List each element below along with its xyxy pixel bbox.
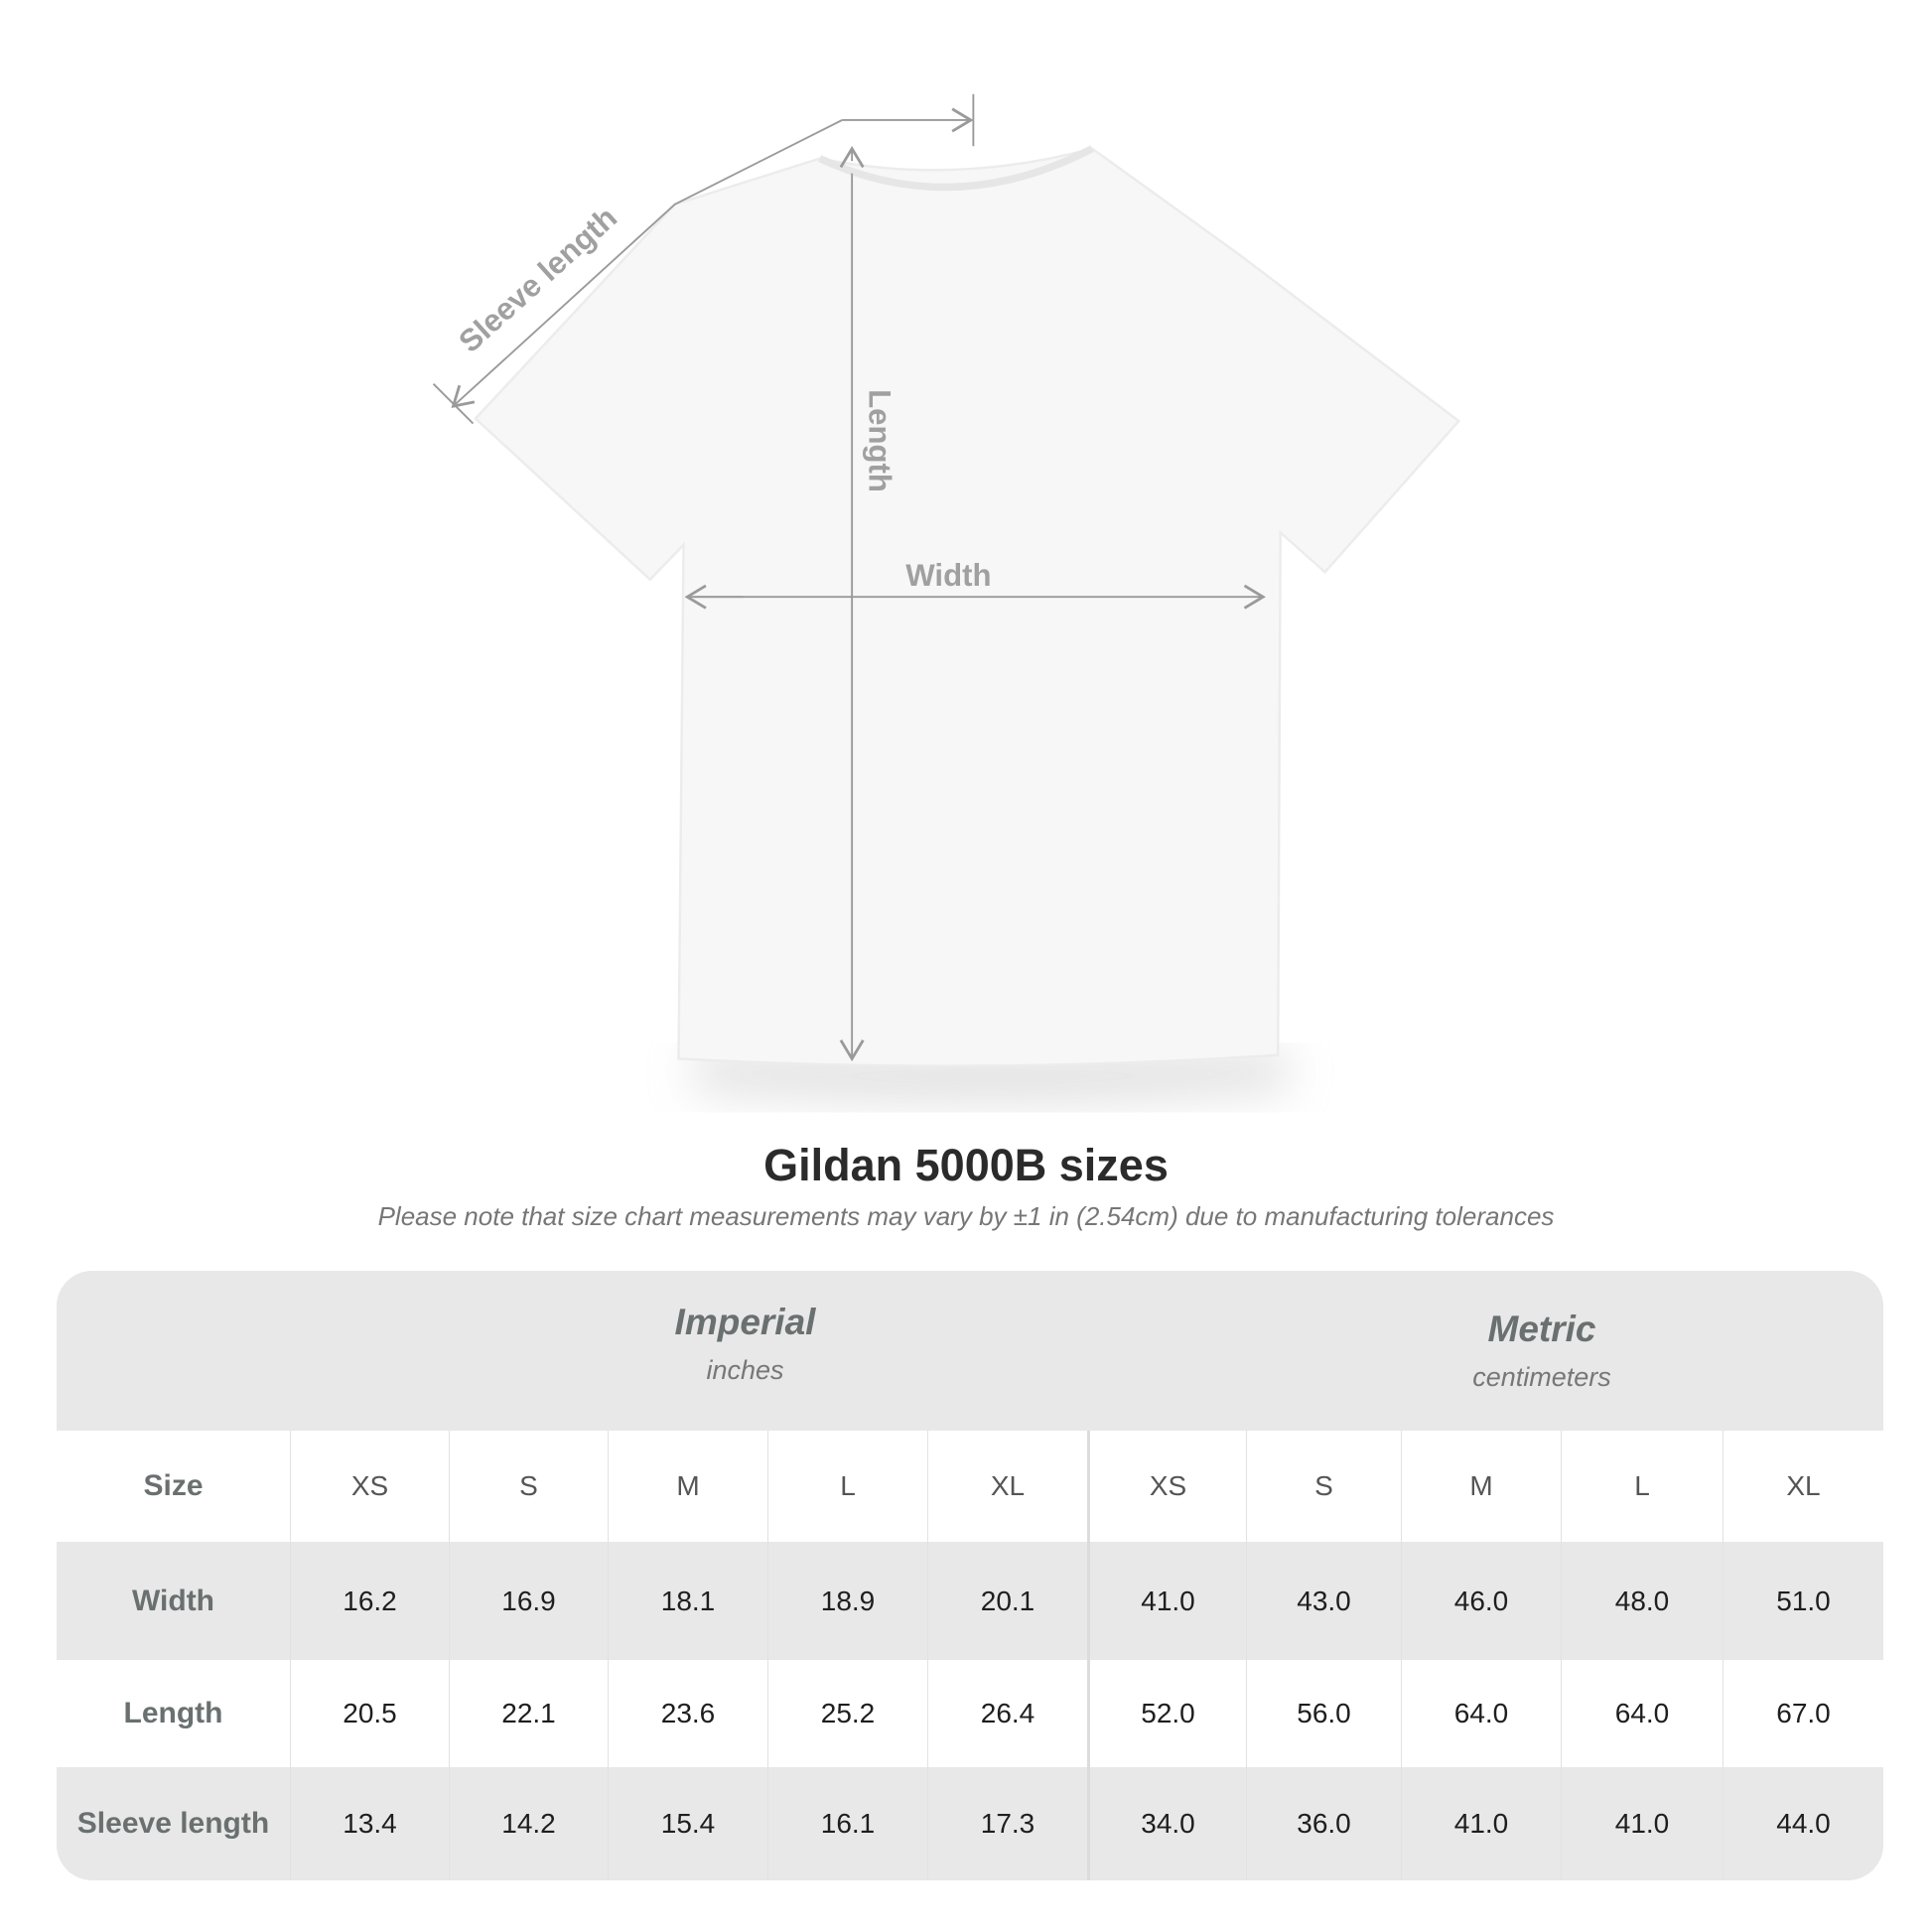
table-row: Sleeve length 13.4 14.2 15.4 16.1 17.3 34.0 36.… bbox=[57, 1767, 1883, 1880]
sleeve-arrow bbox=[432, 93, 975, 425]
group-name: Imperial bbox=[674, 1302, 816, 1342]
length-label: Length bbox=[863, 389, 897, 492]
width-label: Width bbox=[905, 558, 991, 593]
table-cell: 20.1 bbox=[927, 1542, 1087, 1660]
tolerance-note: Please note that size chart measurements… bbox=[377, 1201, 1555, 1231]
table-cell: 18.9 bbox=[767, 1542, 927, 1660]
table-cell: 48.0 bbox=[1561, 1542, 1723, 1660]
table-cell: 36.0 bbox=[1246, 1767, 1401, 1880]
table-cell: 43.0 bbox=[1246, 1542, 1401, 1660]
size-header: M bbox=[1401, 1431, 1561, 1542]
table-cell: 41.0 bbox=[1401, 1767, 1561, 1880]
row-label: Size bbox=[143, 1469, 204, 1502]
size-header: M bbox=[608, 1431, 767, 1542]
page-title: Gildan 5000B sizes bbox=[763, 1140, 1169, 1190]
table-cell: 41.0 bbox=[1087, 1542, 1246, 1660]
size-header: XL bbox=[927, 1431, 1087, 1542]
size-table: Imperial inches Metric centimeters Size X… bbox=[57, 1271, 1883, 1880]
table-cell: 26.4 bbox=[927, 1660, 1087, 1767]
table-cell: 13.4 bbox=[290, 1767, 449, 1880]
table-cell: 52.0 bbox=[1087, 1660, 1246, 1767]
table-cell: 16.9 bbox=[449, 1542, 608, 1660]
group-unit: centimeters bbox=[1472, 1362, 1611, 1392]
table-cell: 64.0 bbox=[1561, 1660, 1723, 1767]
size-header-row: Size XS S M L XL XS S M L XL bbox=[57, 1431, 1883, 1542]
table-cell: 67.0 bbox=[1723, 1660, 1883, 1767]
table-cell: 44.0 bbox=[1723, 1767, 1883, 1880]
table-cell: 23.6 bbox=[608, 1660, 767, 1767]
table-cell: 14.2 bbox=[449, 1767, 608, 1880]
size-header: L bbox=[767, 1431, 927, 1542]
table-cell: 41.0 bbox=[1561, 1767, 1723, 1880]
table-cell: 22.1 bbox=[449, 1660, 608, 1767]
table-cell: 56.0 bbox=[1246, 1660, 1401, 1767]
table-cell: 46.0 bbox=[1401, 1542, 1561, 1660]
group-name: Metric bbox=[1487, 1309, 1596, 1349]
row-label: Length bbox=[123, 1697, 223, 1729]
tshirt-icon bbox=[474, 147, 1461, 1067]
table-cell: 17.3 bbox=[927, 1767, 1087, 1880]
table-cell: 20.5 bbox=[290, 1660, 449, 1767]
group-unit: inches bbox=[706, 1355, 784, 1385]
table-cell: 15.4 bbox=[608, 1767, 767, 1880]
table-cell: 34.0 bbox=[1087, 1767, 1246, 1880]
size-header: XS bbox=[290, 1431, 449, 1542]
table-cell: 16.2 bbox=[290, 1542, 449, 1660]
size-header: XS bbox=[1087, 1431, 1246, 1542]
size-header: XL bbox=[1723, 1431, 1883, 1542]
table-cell: 16.1 bbox=[767, 1767, 927, 1880]
table-row: Width 16.2 16.9 18.1 18.9 20.1 41.0 43.0 46.0 48.… bbox=[57, 1542, 1883, 1660]
row-label: Width bbox=[131, 1584, 215, 1617]
metric-group: Metric centimeters bbox=[1144, 1309, 1883, 1393]
table-cell: 51.0 bbox=[1723, 1542, 1883, 1660]
size-header: S bbox=[1246, 1431, 1401, 1542]
size-header: S bbox=[449, 1431, 608, 1542]
table-cell: 25.2 bbox=[767, 1660, 927, 1767]
imperial-group: Imperial inches bbox=[346, 1302, 1144, 1386]
size-header: L bbox=[1561, 1431, 1723, 1542]
table-group-header: Imperial inches Metric centimeters bbox=[57, 1271, 1883, 1431]
table-row: Length 20.5 22.1 23.6 25.2 26.4 52.0 56.0 64.0 64… bbox=[57, 1660, 1883, 1767]
table-cell: 18.1 bbox=[608, 1542, 767, 1660]
tshirt-diagram: Sleeve length Length Width bbox=[432, 93, 1461, 1103]
row-label: Sleeve length bbox=[76, 1807, 270, 1840]
table-cell: 64.0 bbox=[1401, 1660, 1561, 1767]
